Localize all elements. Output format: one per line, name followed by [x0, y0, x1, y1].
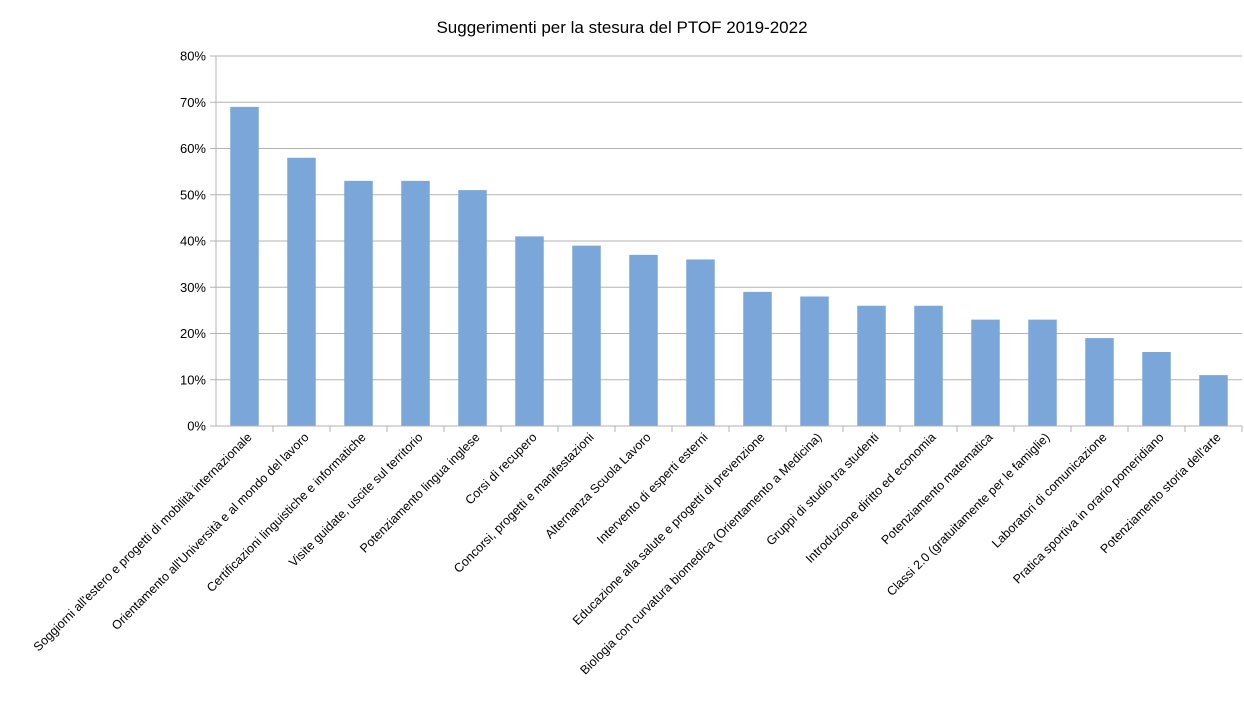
y-tick-label: 10% [180, 372, 206, 387]
bar [1142, 352, 1171, 426]
bar [572, 245, 601, 426]
bar [800, 296, 829, 426]
category-label: Potenziamento storia dell'arte [1098, 430, 1224, 556]
y-tick-label: 40% [180, 234, 206, 249]
bar [1199, 375, 1228, 426]
category-label: Potenziamento matematica [879, 430, 996, 547]
bar [230, 106, 259, 426]
y-tick-label: 0% [187, 419, 206, 434]
bar [857, 305, 886, 426]
y-tick-label: 50% [180, 187, 206, 202]
bar [686, 259, 715, 426]
bar [458, 190, 487, 426]
y-tick-label: 80% [180, 49, 206, 64]
bar [1028, 319, 1057, 426]
category-label: Educazione alla salute e progetti di pre… [570, 430, 768, 628]
bar [971, 319, 1000, 426]
bar [743, 291, 772, 426]
category-label: Potenziamento lingua inglese [357, 430, 482, 555]
bar [629, 254, 658, 426]
bar [914, 305, 943, 426]
bar [344, 180, 373, 426]
y-tick-label: 70% [180, 95, 206, 110]
chart-title: Suggerimenti per la stesura del PTOF 201… [436, 18, 808, 37]
bar [515, 236, 544, 426]
category-label: Soggiorni all'estero e progetti di mobil… [31, 430, 255, 654]
y-tick-label: 20% [180, 326, 206, 341]
y-tick-label: 60% [180, 141, 206, 156]
category-label: Orientamento all'Università e al mondo d… [109, 430, 312, 633]
bar [287, 157, 316, 426]
bar [1085, 338, 1114, 426]
category-label: Gruppi di studio tra studenti [764, 430, 882, 548]
y-tick-label: 30% [180, 280, 206, 295]
category-label: Intervento di esperti esterni [594, 430, 711, 547]
category-label: Laboratori di comunicazione [989, 430, 1109, 550]
category-label: Alternanza Scuola Lavoro [542, 430, 653, 541]
bar [401, 180, 430, 426]
